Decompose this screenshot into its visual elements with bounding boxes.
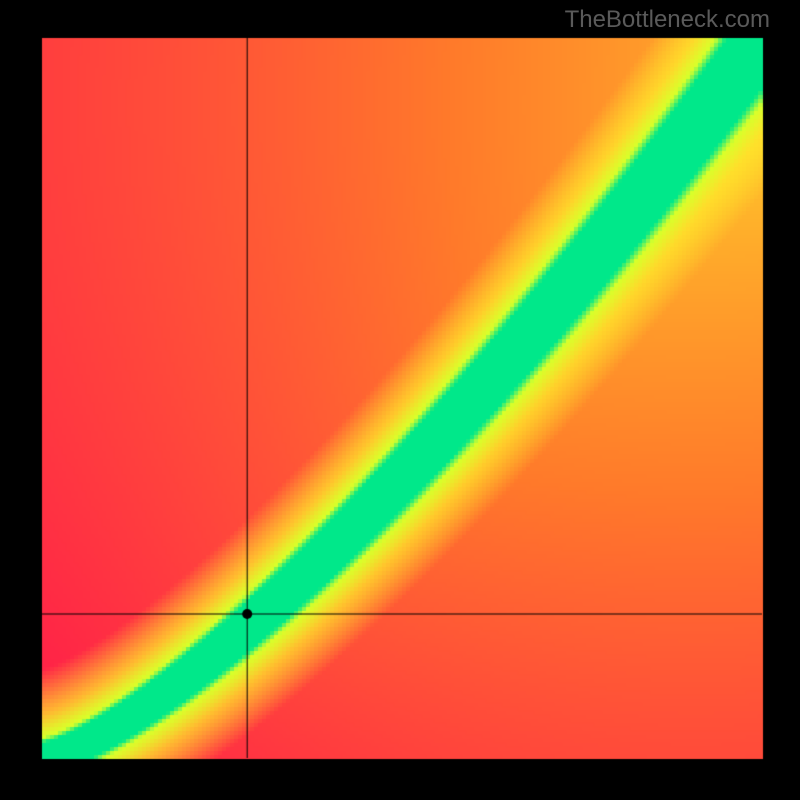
bottleneck-heatmap <box>0 0 800 800</box>
watermark-text: TheBottleneck.com <box>565 6 770 34</box>
